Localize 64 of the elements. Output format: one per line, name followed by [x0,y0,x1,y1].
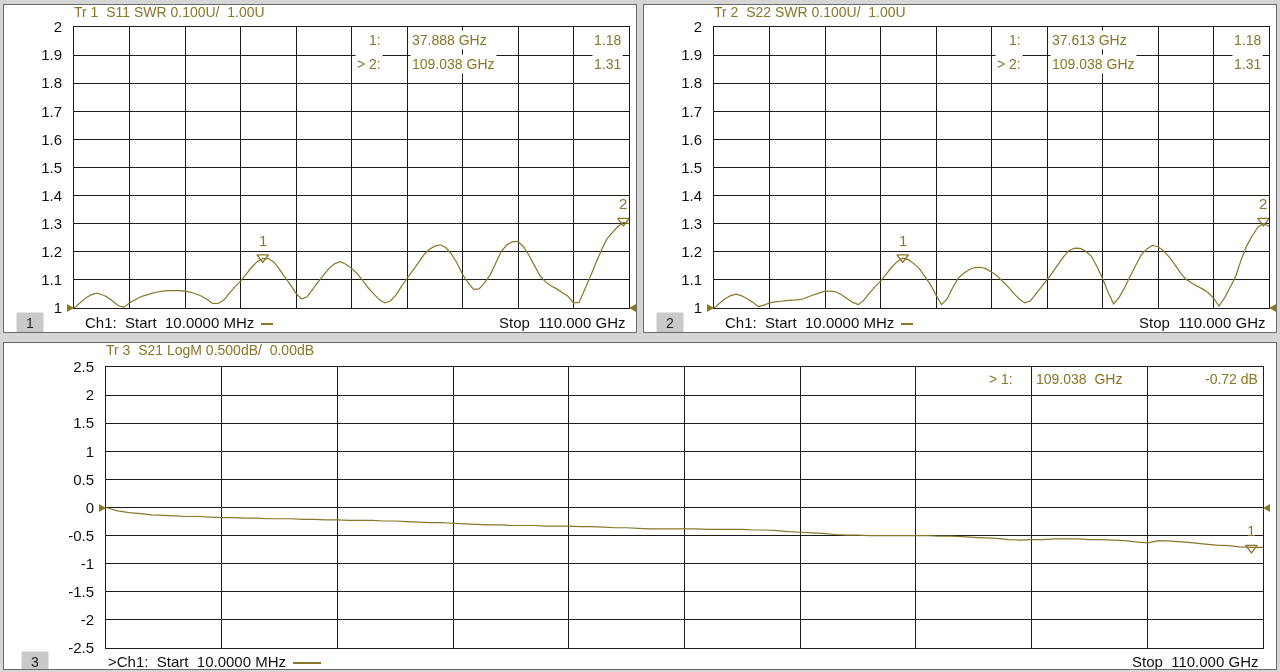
text: 1 [26,314,34,331]
annotation: -0.72 dB [1205,371,1258,387]
annotation: 1.18 [1234,32,1262,48]
y-tick-label: -2.5 [68,639,94,657]
y-tick-label: 1.3 [681,214,702,232]
text: Stop 110.000 GHz [499,314,626,331]
y-tick-label: 1.1 [681,271,702,289]
chart-title: Tr 2 S22 SWR 0.100U/ 1.00U [714,3,906,20]
text: Stop 110.000 GHz [1139,314,1266,331]
text: 2 [666,314,674,331]
annotation: 109.038 GHz [412,56,495,72]
y-tick-label: 1.4 [41,186,62,204]
annotation: 109.038 GHz [1052,56,1135,72]
y-tick-label: 1.8 [41,74,62,92]
y-tick-label: 1.7 [41,102,62,120]
series-label: 2 [619,195,628,212]
y-tick-label: 1.9 [681,46,702,64]
text: Ch1: Start 10.0000 MHz [725,314,895,331]
annotation: > 2: [997,56,1021,72]
y-tick-label: 1.5 [73,414,94,432]
text: >Ch1: Start 10.0000 MHz [108,653,287,670]
annotation: 37.888 GHz [412,32,487,48]
y-tick-label: 1.6 [681,130,702,148]
annotation: 109.038 GHz [1036,371,1123,387]
annotation: > 2: [357,56,381,72]
series-label: 1 [899,232,908,249]
y-tick-label: 1.1 [41,271,62,289]
y-tick-label: 2.5 [73,358,94,376]
annotation: 1.31 [1234,56,1262,72]
annotation: 37.613 GHz [1052,32,1127,48]
y-tick-label: 1.4 [681,186,702,204]
y-tick-label: 1.8 [681,74,702,92]
y-tick-label: -0.5 [68,526,94,544]
y-tick-label: 1 [85,442,94,460]
y-tick-label: 1.9 [41,46,62,64]
annotation: 1.31 [594,56,622,72]
y-tick-label: 1.2 [681,243,702,261]
y-tick-label: 1 [693,299,702,317]
y-tick-label: 1.5 [41,158,62,176]
y-tick-label: 1.6 [41,130,62,148]
annotation: 1: [1009,32,1021,48]
y-tick-label: -1 [80,554,94,572]
legend-label: 1 [1247,522,1256,539]
y-tick-label: 2 [85,386,94,404]
annotation: 1.18 [594,32,622,48]
y-tick-label: 1.3 [41,214,62,232]
y-tick-label: 1.7 [681,102,702,120]
y-tick-label: -2 [80,611,94,629]
y-tick-label: 1 [53,299,62,317]
series-label: 2 [1259,195,1268,212]
y-tick-label: 1.2 [41,243,62,261]
annotation: 1: [369,32,381,48]
chart-title: Tr 3 S21 LogM 0.500dB/ 0.00dB [106,341,315,358]
y-tick-label: 2 [693,18,702,36]
y-tick-label: 2 [53,18,62,36]
y-tick-label: -1.5 [68,583,94,601]
y-tick-label: 0 [85,498,94,516]
annotation: > 1: [989,371,1013,387]
text: 3 [31,653,39,670]
series-label: 1 [259,232,268,249]
chart-title: Tr 1 S11 SWR 0.100U/ 1.00U [74,3,265,20]
y-tick-label: 0.5 [73,470,94,488]
y-tick-label: 1.5 [681,158,702,176]
text: Ch1: Start 10.0000 MHz [85,314,255,331]
